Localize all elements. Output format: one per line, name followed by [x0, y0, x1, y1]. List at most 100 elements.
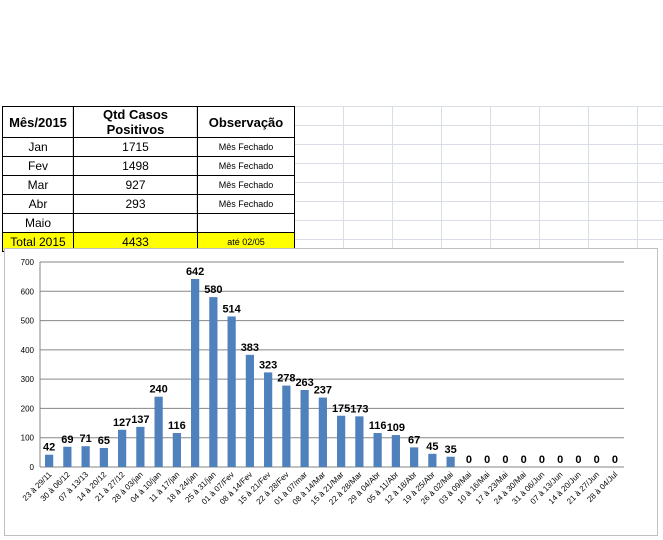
data-label: 278 [277, 373, 295, 385]
cell-qty[interactable] [73, 213, 198, 233]
cell-qty[interactable]: 293 [73, 194, 198, 214]
header-qty[interactable]: Qtd Casos Positivos [73, 106, 198, 138]
data-label: 42 [43, 442, 55, 454]
data-label: 0 [539, 454, 545, 466]
bar [172, 433, 181, 467]
data-label: 0 [521, 454, 527, 466]
header-row: Mês/2015 Qtd Casos Positivos Observação [2, 106, 295, 138]
bar [209, 297, 218, 467]
grid-column-line [294, 106, 295, 248]
cell-month[interactable]: Abr [2, 194, 74, 214]
data-label: 580 [204, 284, 222, 296]
data-label: 514 [222, 303, 241, 315]
data-label: 0 [484, 454, 490, 466]
cell-month[interactable]: Mar [2, 175, 74, 195]
grid-row-line [294, 106, 663, 107]
bar [63, 446, 72, 467]
cell-qty[interactable]: 927 [73, 175, 198, 195]
data-label: 383 [241, 342, 259, 354]
y-tick-label: 200 [21, 404, 35, 413]
data-label: 137 [131, 414, 149, 426]
bar [81, 446, 90, 467]
grid-row-line [294, 163, 663, 164]
y-tick-label: 100 [21, 434, 35, 443]
data-label: 69 [61, 434, 73, 446]
cell-obs[interactable]: Mês Fechado [197, 156, 295, 176]
total-row: Total 2015 4433 até 02/05 [2, 232, 295, 252]
grid-row-line [294, 144, 663, 145]
header-month[interactable]: Mês/2015 [2, 106, 74, 138]
bar [410, 447, 419, 467]
bar [428, 453, 437, 467]
cell-qty[interactable]: 1498 [73, 156, 198, 176]
summary-table: Mês/2015 Qtd Casos Positivos Observação … [2, 106, 295, 252]
data-label: 175 [332, 403, 350, 415]
bar [300, 389, 309, 467]
data-label: 642 [186, 266, 204, 278]
table-row: Abr 293 Mês Fechado [2, 194, 295, 214]
grid-column-line [343, 106, 344, 248]
y-tick-label: 400 [21, 346, 35, 355]
table-row: Maio [2, 213, 295, 233]
grid-column-line [637, 106, 638, 248]
bar [118, 429, 127, 467]
table-row: Mar 927 Mês Fechado [2, 175, 295, 195]
bar [99, 447, 108, 467]
data-label: 0 [575, 454, 581, 466]
data-label: 240 [149, 384, 167, 396]
bar [154, 396, 163, 467]
bar [282, 385, 291, 467]
data-label: 71 [80, 433, 92, 445]
cell-month[interactable]: Maio [2, 213, 74, 233]
header-obs[interactable]: Observação [197, 106, 295, 138]
y-tick-label: 700 [21, 258, 35, 267]
data-label: 0 [557, 454, 563, 466]
grid-row-line [294, 220, 663, 221]
data-label: 65 [98, 435, 110, 447]
data-label: 116 [168, 420, 186, 432]
cell-month[interactable]: Jan [2, 137, 74, 157]
data-label: 263 [295, 377, 313, 389]
bar [391, 435, 400, 467]
grid-row-line [294, 182, 663, 183]
bar [337, 415, 346, 467]
bar [318, 397, 327, 467]
cell-qty[interactable]: 1715 [73, 137, 198, 157]
data-label: 0 [502, 454, 508, 466]
bar [245, 354, 254, 467]
data-label: 45 [426, 441, 438, 453]
cell-obs[interactable]: Mês Fechado [197, 137, 295, 157]
data-label: 237 [314, 385, 332, 397]
bar [136, 426, 145, 467]
grid-row-line [294, 125, 663, 126]
bar [227, 316, 236, 467]
grid-column-line [490, 106, 491, 248]
data-label: 116 [369, 420, 387, 432]
cell-obs[interactable]: Mês Fechado [197, 175, 295, 195]
cell-obs[interactable]: Mês Fechado [197, 194, 295, 214]
bar [446, 456, 455, 467]
data-label: 127 [113, 417, 131, 429]
cell-obs[interactable] [197, 213, 295, 233]
data-label: 109 [387, 422, 405, 434]
bar-chart[interactable]: 0 100 200 300 400 500 600 700 42 23 à 29/11 69 30 à… [4, 248, 658, 536]
table-row: Fev 1498 Mês Fechado [2, 156, 295, 176]
bar [373, 433, 382, 467]
data-label: 67 [408, 434, 420, 446]
data-label: 0 [594, 454, 600, 466]
cell-month[interactable]: Fev [2, 156, 74, 176]
grid-row-line [294, 239, 663, 240]
y-tick-label: 600 [21, 287, 35, 296]
table-row: Jan 1715 Mês Fechado [2, 137, 295, 157]
data-label: 0 [612, 454, 618, 466]
data-label: 173 [350, 403, 368, 415]
grid-column-line [588, 106, 589, 248]
total-qty[interactable]: 4433 [73, 232, 198, 252]
bar [191, 278, 200, 467]
y-tick-label: 300 [21, 375, 35, 384]
bar [355, 416, 364, 467]
grid-column-line [441, 106, 442, 248]
bar [264, 372, 273, 467]
